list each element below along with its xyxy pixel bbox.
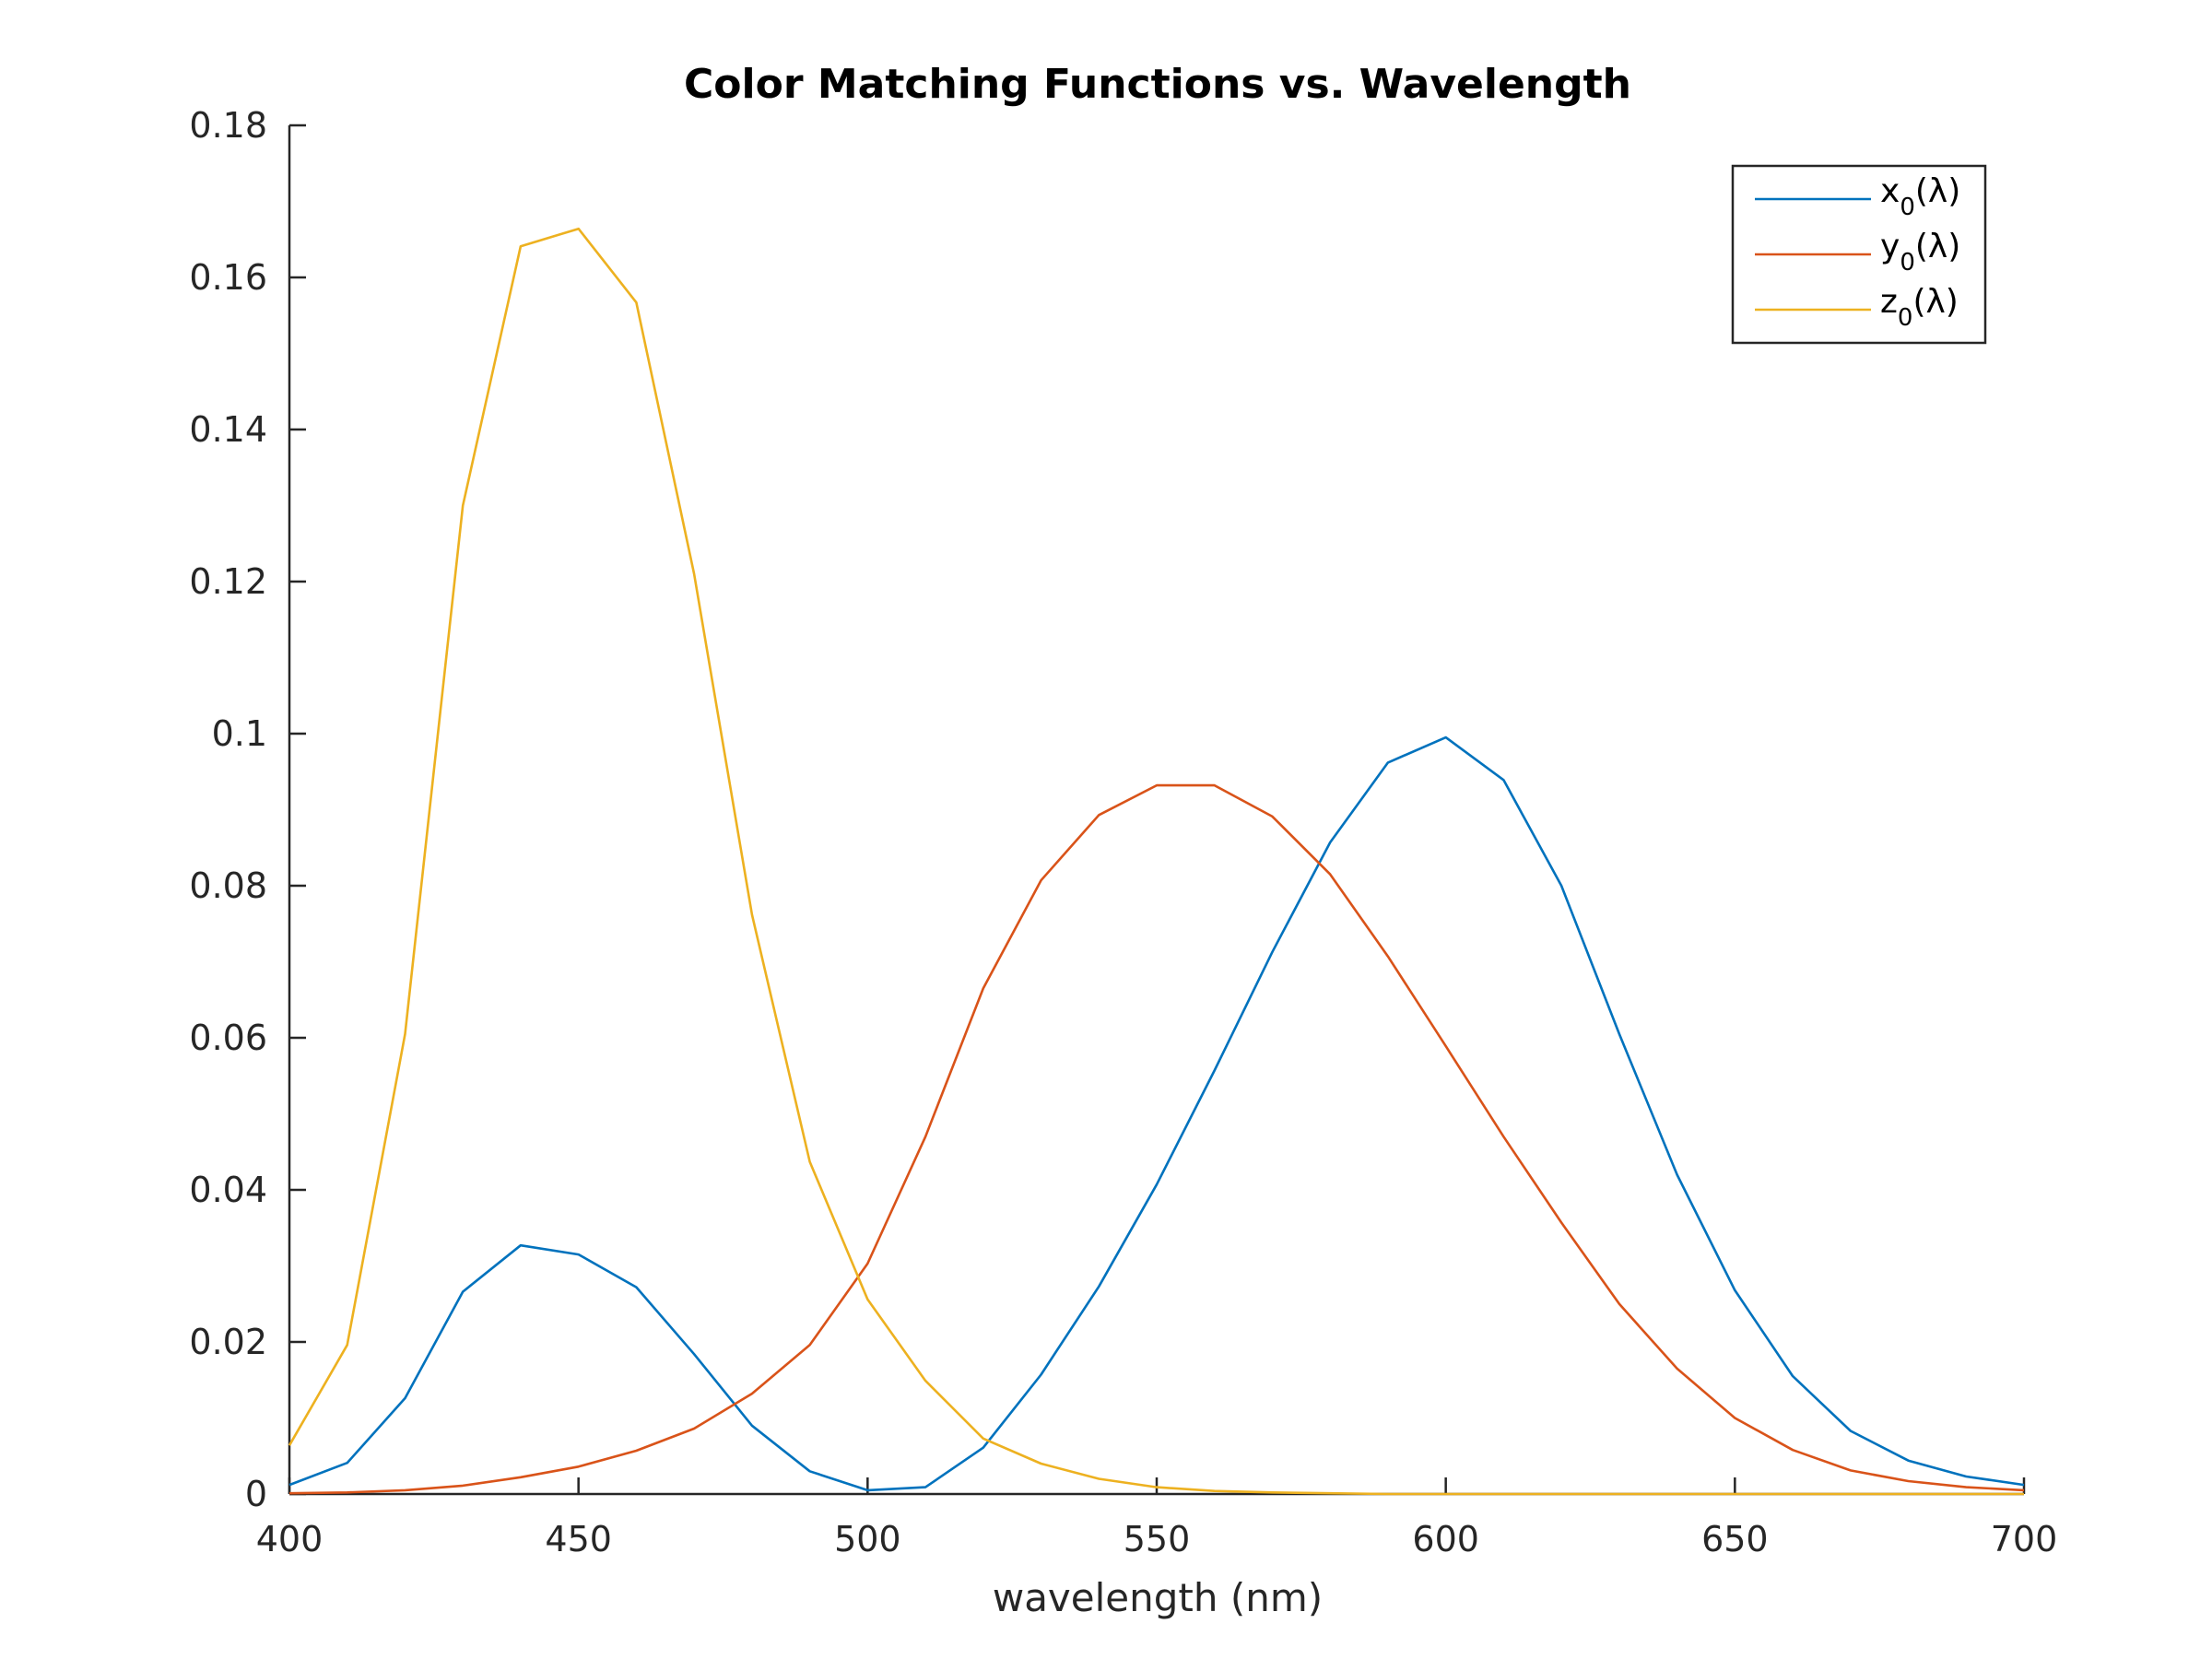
y-tick-label: 0.04 bbox=[189, 1170, 267, 1210]
legend: x0(λ) y0(λ) z0(λ) bbox=[1731, 164, 1987, 345]
x-tick-label: 450 bbox=[545, 1519, 612, 1559]
y-tick-label: 0.14 bbox=[189, 409, 267, 450]
series-line-y bbox=[288, 783, 2025, 1495]
series-line-x bbox=[288, 735, 2025, 1492]
x-tick-label: 550 bbox=[1124, 1519, 1191, 1559]
x-tick-label: 700 bbox=[1991, 1519, 2058, 1559]
series-line-z bbox=[288, 227, 2024, 1496]
legend-label: x0(λ) bbox=[1880, 172, 1960, 221]
y-tick-label: 0 bbox=[245, 1474, 267, 1514]
y-tick-label: 0.02 bbox=[189, 1322, 267, 1362]
axes: 400 450 500 550 600 650 700 0 0.02 0.04 0.06 0.08 0.… bbox=[189, 105, 2057, 1559]
legend-label: y0(λ) bbox=[1880, 228, 1960, 276]
plot-area bbox=[288, 227, 2025, 1496]
x-tick-label: 400 bbox=[256, 1519, 324, 1559]
y-tick-label: 0.1 bbox=[212, 713, 267, 754]
x-tick-label: 500 bbox=[834, 1519, 901, 1559]
y-tick-label: 0.18 bbox=[189, 105, 267, 146]
x-tick-label: 650 bbox=[1701, 1519, 1769, 1559]
legend-label: z0(λ) bbox=[1880, 283, 1959, 332]
y-tick-label: 0.12 bbox=[189, 561, 267, 602]
chart-title: Color Matching Functions vs. Wavelength bbox=[684, 61, 1631, 108]
y-tick-label: 0.06 bbox=[189, 1018, 267, 1058]
y-tick-label: 0.08 bbox=[189, 865, 267, 906]
x-axis-title: wavelength (nm) bbox=[993, 1575, 1323, 1620]
y-tick-label: 0.16 bbox=[189, 257, 267, 298]
x-tick-label: 600 bbox=[1412, 1519, 1479, 1559]
